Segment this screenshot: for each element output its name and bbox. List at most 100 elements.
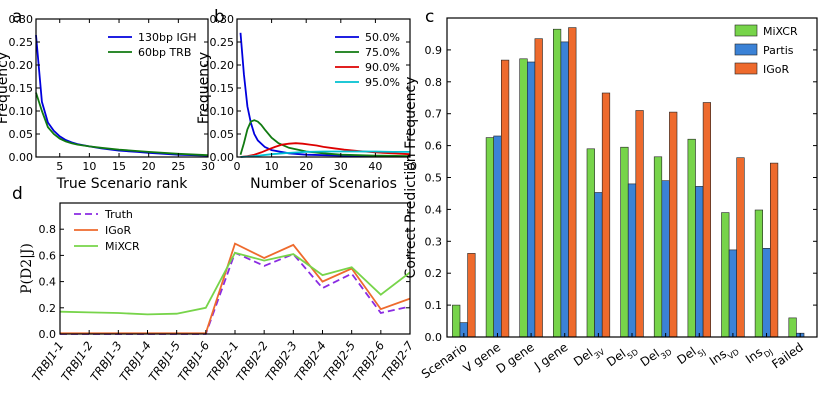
x-tick-label-a: 25 bbox=[171, 160, 185, 173]
y-tick-label-b: 0.30 bbox=[210, 13, 235, 26]
bar-partis-del5j bbox=[695, 186, 704, 338]
x-category-label: Failed bbox=[769, 340, 806, 371]
bar-igor-del5d bbox=[635, 110, 644, 338]
x-tick-label-b: 10 bbox=[265, 160, 279, 173]
x-tick-label-b: 0 bbox=[234, 160, 241, 173]
y-tick-label-c: 0.2 bbox=[425, 267, 443, 280]
y-tick-label-c: 0.7 bbox=[425, 108, 443, 121]
legend-label: Truth bbox=[104, 208, 133, 221]
bar-mixcr-failed bbox=[788, 317, 797, 338]
x-tick-label-a: 5 bbox=[56, 160, 63, 173]
panel-letter-a: a bbox=[12, 7, 22, 27]
x-category-label: Del5J bbox=[675, 340, 708, 370]
y-tick-label-a: 0.20 bbox=[9, 59, 34, 72]
panel-d: 0.00.20.40.60.8TRBJ1-1TRBJ1-2TRBJ1-3TRBJ… bbox=[12, 184, 417, 384]
x-axis-label-a: True Scenario rank bbox=[56, 176, 189, 192]
x-tick-label-b: 40 bbox=[368, 160, 382, 173]
x-category-label: Del5D bbox=[604, 340, 640, 372]
bar-mixcr-v-gene bbox=[485, 137, 495, 338]
legend-swatch bbox=[734, 43, 758, 56]
y-tick-label-a: 0.05 bbox=[9, 128, 34, 141]
y-tick-label-d: 0.2 bbox=[39, 302, 57, 315]
legend-label: 130bp IGH bbox=[138, 31, 197, 44]
y-tick-label-a: 0.00 bbox=[9, 151, 34, 164]
bar-mixcr-j-gene bbox=[552, 28, 562, 338]
y-axis-label-a: Frequency bbox=[0, 52, 11, 124]
series-line-truth bbox=[60, 251, 411, 335]
y-axis-label-b: Frequency bbox=[196, 52, 212, 124]
x-tick-label-a: 15 bbox=[112, 160, 126, 173]
panel-letter-b: b bbox=[214, 7, 225, 27]
bar-igor-del3d bbox=[669, 111, 678, 338]
bar-mixcr-scenario bbox=[452, 304, 461, 338]
bar-mixcr-del3d bbox=[653, 156, 663, 338]
panel-b: 0 10 20 30 40 50 0.00 0.05 0.10 0.15 0.20 0.25 0.30 N… bbox=[196, 7, 417, 192]
bar-igor-del5j bbox=[702, 102, 711, 338]
panel-a: 5 10 15 20 25 30 0.00 0.05 0.10 0.15 0.20 0.25 0.30 T… bbox=[0, 7, 215, 192]
y-tick-label-c: 0.4 bbox=[425, 203, 443, 216]
legend-label: 90.0% bbox=[365, 61, 400, 74]
x-tick-label-a: 20 bbox=[142, 160, 156, 173]
x-tick-label-a: 30 bbox=[201, 160, 215, 173]
series-line-60bp-trb bbox=[35, 92, 209, 157]
y-tick-label-b: 0.10 bbox=[210, 105, 235, 118]
bar-mixcr-insdj bbox=[754, 209, 763, 338]
y-tick-label-b: 0.05 bbox=[210, 128, 235, 141]
y-tick-label-c: 0.3 bbox=[425, 235, 443, 248]
x-category-label: Del3V bbox=[571, 340, 606, 372]
bar-mixcr-del5d bbox=[620, 146, 629, 338]
bar-mixcr-insvd bbox=[721, 212, 730, 338]
y-tick-label-b: 0.20 bbox=[210, 59, 235, 72]
legend-label: 95.0% bbox=[365, 76, 400, 89]
bar-igor-del3v bbox=[601, 92, 611, 338]
bar-partis-v-gene bbox=[493, 135, 502, 338]
bar-partis-del5d bbox=[627, 183, 637, 338]
series-line-95-0- bbox=[240, 150, 410, 158]
x-tick-label-b: 50 bbox=[403, 160, 417, 173]
x-category-label: Del3D bbox=[638, 340, 674, 372]
x-category-label: J gene bbox=[531, 340, 570, 373]
panel-letter-c: c bbox=[425, 7, 434, 27]
bar-igor-j-gene bbox=[568, 27, 577, 338]
y-tick-label-d: 0.0 bbox=[39, 328, 57, 341]
bar-partis-del3d bbox=[661, 180, 670, 338]
legend-label: MiXCR bbox=[105, 240, 140, 253]
y-tick-label-c: 0.8 bbox=[425, 76, 443, 89]
series-line-mixcr bbox=[59, 251, 411, 316]
bar-igor-scenario bbox=[467, 253, 476, 338]
legend-label: Partis bbox=[763, 44, 794, 57]
y-axis-label-c: Correct Prediction Frequency bbox=[403, 77, 419, 279]
bar-partis-del3v bbox=[594, 192, 603, 338]
y-tick-label-c: 0.5 bbox=[425, 172, 443, 185]
plot-frame-d bbox=[59, 202, 411, 335]
y-tick-label-d: 0.8 bbox=[39, 223, 57, 236]
bar-igor-insdj bbox=[769, 162, 779, 338]
x-category-label: InsDJ bbox=[743, 340, 774, 369]
x-tick-label-b: 30 bbox=[334, 160, 348, 173]
bar-partis-d-gene bbox=[526, 61, 536, 338]
panel-c: 0.00.10.20.30.40.50.60.70.80.9ScenarioV … bbox=[403, 7, 818, 381]
y-tick-label-b: 0.25 bbox=[210, 36, 235, 49]
y-tick-label-c: 0.1 bbox=[425, 299, 443, 312]
bar-igor-insvd bbox=[736, 157, 745, 338]
x-tick-label-b: 20 bbox=[299, 160, 313, 173]
bar-mixcr-d-gene bbox=[519, 58, 528, 338]
bar-igor-d-gene bbox=[534, 38, 543, 338]
y-tick-label-b: 0.00 bbox=[210, 151, 235, 164]
y-tick-label-c: 0.0 bbox=[425, 331, 443, 344]
bar-igor-v-gene bbox=[500, 59, 510, 338]
y-tick-label-a: 0.30 bbox=[9, 13, 34, 26]
series-line-75-0- bbox=[239, 119, 411, 157]
x-tick-label-a: 10 bbox=[82, 160, 96, 173]
y-tick-label-d: 0.4 bbox=[39, 276, 57, 289]
y-tick-label-b: 0.15 bbox=[210, 82, 235, 95]
y-tick-label-c: 0.6 bbox=[425, 140, 443, 153]
legend-swatch bbox=[734, 62, 758, 75]
legend-label: 75.0% bbox=[365, 46, 400, 59]
x-category-label: InsVD bbox=[707, 340, 741, 371]
x-category-label: Scenario bbox=[419, 340, 470, 381]
x-category-label: D gene bbox=[494, 340, 537, 376]
bar-partis-j-gene bbox=[560, 41, 569, 338]
y-tick-label-a: 0.15 bbox=[9, 82, 34, 95]
